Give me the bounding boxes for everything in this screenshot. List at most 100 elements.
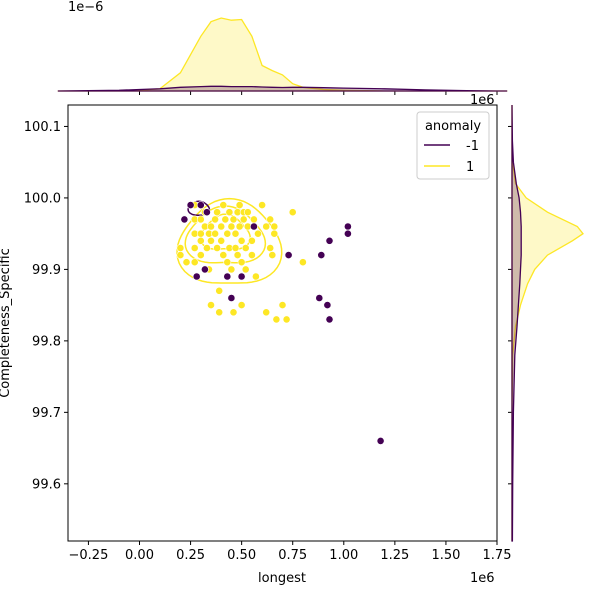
point-anomaly-1 xyxy=(213,208,221,217)
point-anomaly-1 xyxy=(235,201,244,209)
point-anomaly-1 xyxy=(254,229,262,238)
point-anomaly-1 xyxy=(270,229,279,238)
point-anomaly-neg1 xyxy=(180,215,189,224)
main-plot: −0.25 0.00 0.25 0.50 0.75 1.00 1.25 1.50 1.75 99… xyxy=(0,104,512,586)
legend: anomaly -1 1 xyxy=(416,111,490,180)
point-anomaly-1 xyxy=(211,229,219,238)
point-anomaly-neg1 xyxy=(223,272,232,281)
point-anomaly-1 xyxy=(227,265,236,274)
point-anomaly-1 xyxy=(221,215,230,224)
x-axis-offset-label: 1e6 xyxy=(470,571,495,586)
y-axis-label: Completeness_Specific xyxy=(0,248,13,398)
right-marginal-panel: 1e6 xyxy=(470,93,584,542)
legend-label-neg1: -1 xyxy=(466,139,479,154)
point-anomaly-neg1 xyxy=(227,294,236,302)
point-anomaly-neg1 xyxy=(376,436,385,445)
right-density-anomaly-1 xyxy=(511,105,584,541)
point-anomaly-1 xyxy=(241,244,250,252)
x-tick-label: 0.50 xyxy=(227,548,256,563)
x-tick-label: 0.00 xyxy=(125,548,154,563)
point-anomaly-neg1 xyxy=(196,201,205,209)
point-anomaly-1 xyxy=(182,258,191,267)
point-anomaly-neg1 xyxy=(325,315,334,324)
point-anomaly-1 xyxy=(237,258,246,267)
top-density-anomaly-neg1 xyxy=(57,85,508,92)
right-marginal-curves xyxy=(511,104,584,542)
point-anomaly-1 xyxy=(233,251,242,259)
point-anomaly-1 xyxy=(235,222,244,231)
point-anomaly-neg1 xyxy=(343,229,352,238)
x-tick-label: 0.75 xyxy=(278,548,307,563)
top-marginal-panel: 1e−6 xyxy=(57,0,508,95)
point-anomaly-1 xyxy=(227,222,236,231)
top-marginal-ticks xyxy=(87,91,498,95)
point-anomaly-1 xyxy=(196,229,205,238)
top-marginal-curves xyxy=(57,17,508,92)
y-tick-label: 100.1 xyxy=(24,120,61,135)
x-tick-label: 1.25 xyxy=(380,548,409,563)
kde-contour-yellow xyxy=(176,197,283,284)
point-anomaly-1 xyxy=(217,236,226,245)
point-anomaly-1 xyxy=(223,229,232,238)
point-anomaly-neg1 xyxy=(200,265,209,274)
point-anomaly-neg1 xyxy=(237,272,246,281)
scatter-points xyxy=(176,201,385,445)
point-anomaly-1 xyxy=(217,222,226,231)
point-anomaly-1 xyxy=(215,286,224,295)
top-marginal-offset-label: 1e−6 xyxy=(68,0,103,15)
x-axis-label: longest xyxy=(258,571,306,586)
point-anomaly-1 xyxy=(213,244,221,252)
point-anomaly-1 xyxy=(219,201,228,209)
y-axis-ticks: 99.6 99.7 99.8 99.9 100.0 100.1 xyxy=(24,120,68,492)
point-anomaly-1 xyxy=(237,301,246,309)
point-anomaly-1 xyxy=(207,236,215,245)
point-anomaly-1 xyxy=(196,236,205,245)
y-tick-label: 99.9 xyxy=(32,263,61,278)
right-marginal-ticks xyxy=(508,125,512,485)
point-anomaly-1 xyxy=(249,215,258,224)
point-anomaly-1 xyxy=(219,251,228,259)
point-anomaly-1 xyxy=(176,251,185,259)
point-anomaly-1 xyxy=(251,272,260,281)
legend-title: anomaly xyxy=(425,119,481,134)
point-anomaly-1 xyxy=(231,244,240,252)
point-anomaly-1 xyxy=(262,308,271,317)
x-tick-label: 1.50 xyxy=(431,548,460,563)
point-anomaly-neg1 xyxy=(325,236,334,245)
legend-box xyxy=(416,111,490,180)
point-anomaly-1 xyxy=(229,215,238,224)
point-anomaly-1 xyxy=(241,265,250,274)
point-anomaly-1 xyxy=(243,208,252,217)
point-anomaly-neg1 xyxy=(343,222,352,231)
top-density-anomaly-1 xyxy=(57,17,508,92)
point-anomaly-1 xyxy=(247,236,256,245)
point-anomaly-1 xyxy=(288,208,297,217)
x-tick-label: 1.75 xyxy=(483,548,512,563)
right-marginal-offset-label: 1e6 xyxy=(470,93,495,108)
point-anomaly-1 xyxy=(237,236,246,245)
point-anomaly-neg1 xyxy=(202,208,211,217)
point-anomaly-1 xyxy=(272,315,281,324)
point-anomaly-1 xyxy=(270,222,279,231)
point-anomaly-1 xyxy=(202,244,211,252)
point-anomaly-neg1 xyxy=(315,294,324,302)
point-anomaly-1 xyxy=(239,215,248,224)
point-anomaly-1 xyxy=(266,215,275,224)
point-anomaly-1 xyxy=(190,258,199,267)
point-anomaly-1 xyxy=(231,229,240,238)
point-anomaly-1 xyxy=(190,244,199,252)
point-anomaly-1 xyxy=(207,222,215,231)
point-anomaly-1 xyxy=(298,258,307,267)
point-anomaly-1 xyxy=(176,244,185,252)
point-anomaly-1 xyxy=(282,315,291,324)
point-anomaly-1 xyxy=(196,251,205,259)
point-anomaly-1 xyxy=(211,215,219,224)
point-anomaly-1 xyxy=(207,301,215,309)
y-tick-label: 99.8 xyxy=(32,334,61,349)
point-anomaly-neg1 xyxy=(284,251,293,259)
point-anomaly-1 xyxy=(268,251,277,259)
point-anomaly-neg1 xyxy=(192,272,201,281)
x-axis-ticks: −0.25 0.00 0.25 0.50 0.75 1.00 1.25 1.50 1.75 xyxy=(69,541,512,563)
right-density-anomaly-neg1 xyxy=(511,104,522,542)
